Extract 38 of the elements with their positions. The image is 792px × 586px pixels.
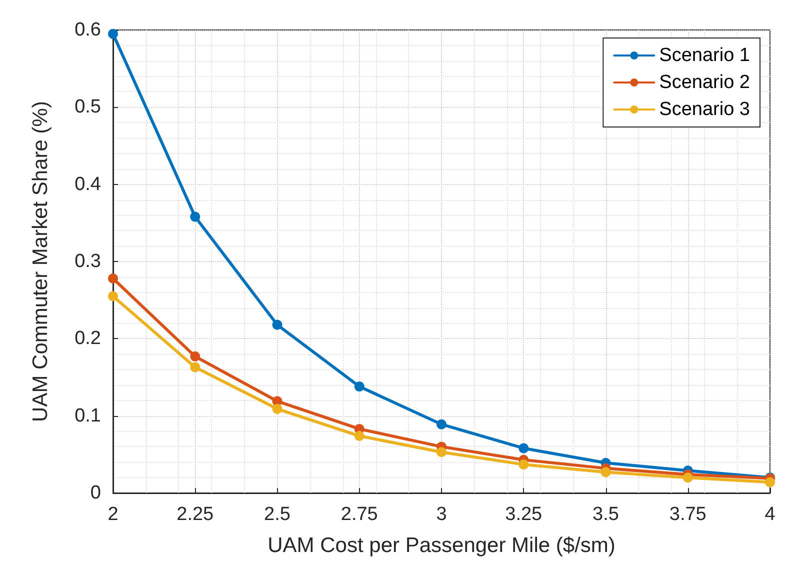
x-tick-label: 2.5 [264, 504, 290, 525]
y-tick-label: 0.5 [74, 96, 101, 118]
point [354, 382, 364, 392]
point [190, 351, 200, 362]
x-tick-label: 3 [436, 504, 447, 525]
point [518, 459, 529, 470]
x-tick-label: 3.25 [505, 504, 542, 525]
x-axis-title: UAM Cost per Passenger Mile ($/sm) [268, 534, 616, 557]
x-tick-label: 2.75 [340, 504, 378, 525]
x-tick-label: 2 [108, 504, 118, 525]
point [518, 443, 529, 454]
point [436, 447, 446, 458]
point [600, 467, 611, 478]
x-tick-label: 3.5 [592, 504, 619, 525]
point [108, 28, 118, 39]
x-tick-label: 2.25 [176, 504, 214, 525]
y-tick-label: 0.6 [74, 20, 101, 40]
y-tick-label: 0 [90, 482, 101, 504]
point [108, 291, 118, 302]
point [272, 320, 282, 330]
legend-label: Scenario 1 [659, 45, 750, 66]
point [272, 404, 282, 414]
x-tick-label: 3.75 [669, 504, 706, 525]
point [765, 477, 775, 488]
y-axis-title: UAM Commuter Market Share (%) [29, 101, 52, 422]
point [436, 419, 446, 430]
point [190, 212, 200, 222]
legend-label: Scenario 2 [659, 72, 750, 93]
y-tick-label: 0.4 [74, 174, 102, 195]
point [682, 472, 693, 483]
y-tick-label: 0.3 [74, 251, 101, 272]
point [190, 362, 200, 372]
point [108, 273, 118, 284]
legend-label: Scenario 3 [659, 99, 750, 120]
point [354, 430, 364, 441]
y-tick-label: 0.1 [74, 405, 101, 426]
y-tick-label: 0.2 [74, 328, 101, 350]
x-tick-label: 4 [764, 504, 776, 525]
